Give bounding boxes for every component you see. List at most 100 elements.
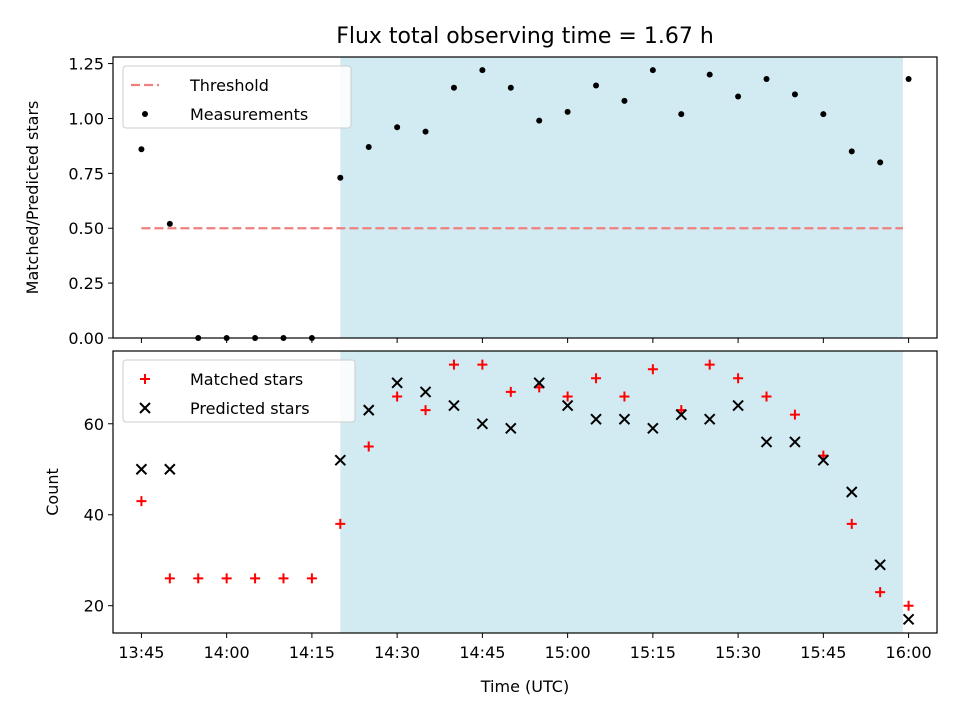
predicted-star-marker (902, 613, 915, 626)
predicted-star-marker (476, 418, 489, 430)
predicted-star-marker (760, 436, 773, 448)
legend-measurement-swatch (142, 111, 148, 117)
measurement-point (507, 84, 514, 91)
matched-star-marker (306, 573, 317, 584)
predicted-star-marker (817, 454, 830, 466)
y-tick-label: 0.50 (68, 219, 104, 238)
x-tick-label: 15:00 (545, 643, 591, 662)
measurement-point (621, 97, 628, 104)
y-tick-label: 60 (84, 415, 104, 434)
measurement-point (791, 91, 798, 98)
predicted-star-marker (789, 436, 801, 448)
measurement-point (365, 144, 372, 151)
matched-star-marker (335, 518, 346, 529)
measurement-point (536, 117, 543, 124)
predicted-star-marker (732, 399, 744, 412)
y-tick-label: 0.75 (68, 164, 104, 183)
legend: Matched stars Predicted stars (122, 359, 356, 423)
matched-star-marker (761, 391, 772, 402)
measurement-point (649, 67, 656, 74)
matched-star-marker (363, 441, 374, 452)
matched-star-marker (505, 386, 516, 397)
predicted-star-marker (334, 454, 347, 466)
observing-window-shade (340, 351, 903, 633)
matched-star-marker (477, 359, 488, 370)
observing-window-shade (340, 57, 903, 338)
matched-star-marker (789, 409, 800, 420)
panel-bottom-count: 20 40 60 13:45 14:00 14:15 14:30 14:45 15:00 15:1… (43, 350, 938, 696)
legend-box (122, 359, 356, 423)
x-tick-label: 15:15 (630, 643, 676, 662)
measurement-point (593, 82, 600, 89)
predicted-star-marker (618, 413, 631, 425)
legend-label: Matched stars (190, 370, 303, 389)
y-tick-label: 0.00 (68, 329, 104, 348)
measurement-point (422, 128, 429, 135)
predicted-star-marker (874, 559, 886, 571)
matched-star-marker (448, 359, 459, 370)
matched-star-marker (591, 373, 602, 384)
chart-title: Flux total observing time = 1.67 h (336, 24, 714, 49)
predicted-star-marker (448, 399, 460, 412)
x-tick-label: 14:00 (204, 643, 250, 662)
matched-star-marker (136, 496, 147, 507)
matched-star-marker (562, 391, 573, 402)
measurement-point (138, 146, 145, 153)
predicted-star-marker (561, 399, 574, 412)
measurement-point (763, 75, 770, 82)
predicted-star-marker (391, 377, 403, 389)
predicted-star-marker (590, 413, 602, 425)
matched-star-marker (619, 391, 630, 402)
matched-star-marker (221, 573, 232, 584)
measurement-point (564, 108, 571, 115)
legend-label: Predicted stars (190, 399, 310, 418)
predicted-star-marker (846, 486, 858, 498)
x-tick-label: 14:15 (289, 643, 335, 662)
measurement-point (905, 75, 912, 82)
matched-star-marker (704, 359, 715, 370)
matched-star-marker (193, 573, 204, 584)
x-tick-label: 16:00 (886, 643, 932, 662)
axes-frame (112, 350, 938, 634)
matched-star-marker (647, 364, 658, 375)
x-axis-label: Time (UTC) (480, 677, 569, 696)
measurement-point (166, 220, 173, 227)
legend: Threshold Measurements (122, 65, 352, 129)
predicted-star-marker (647, 422, 659, 435)
measurement-point (394, 124, 401, 131)
predicted-star-marker (164, 463, 176, 475)
measurement-point (848, 148, 855, 155)
matched-star-marker (164, 573, 175, 584)
measurement-point (479, 67, 486, 74)
measurement-point (735, 93, 742, 100)
y-axis-label: Matched/Predicted stars (23, 101, 42, 295)
legend-predicted-swatch (139, 402, 151, 414)
predicted-star-marker (703, 413, 716, 425)
axes-frame (112, 56, 938, 339)
matched-star-marker (733, 373, 744, 384)
y-tick-label: 1.00 (68, 109, 104, 128)
x-tick-label: 13:45 (118, 643, 164, 662)
predicted-star-marker (533, 377, 545, 389)
predicted-star-marker (135, 463, 148, 475)
legend-label: Threshold (189, 76, 269, 95)
predicted-star-marker (505, 422, 517, 435)
predicted-star-marker (419, 386, 432, 398)
measurement-point (337, 174, 344, 181)
measurement-point (706, 71, 713, 78)
panel-top-ratio: 0.00 0.25 0.50 0.75 1.00 1.25 Matched/Predicte… (23, 55, 938, 348)
matched-star-marker (250, 573, 261, 584)
y-tick-label: 40 (84, 506, 104, 525)
x-tick-label: 15:45 (800, 643, 846, 662)
y-axis-label: Count (43, 468, 62, 516)
y-tick-label: 20 (84, 597, 104, 616)
measurement-point (678, 111, 685, 118)
matched-star-marker (420, 405, 431, 416)
matched-star-marker (875, 587, 886, 598)
x-tick-label: 15:30 (715, 643, 761, 662)
x-tick-label: 14:45 (459, 643, 505, 662)
predicted-star-marker (363, 404, 375, 416)
matched-star-marker (278, 573, 289, 584)
measurement-point (450, 84, 457, 91)
